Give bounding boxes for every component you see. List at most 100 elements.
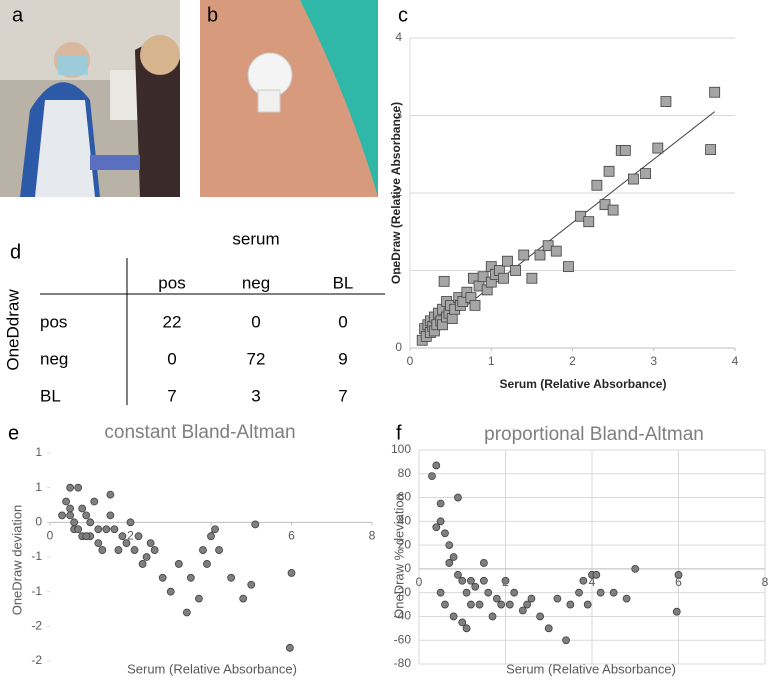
point [544,624,553,633]
y-tick-label: 4 [395,30,402,44]
point [510,265,522,276]
point [449,553,458,561]
point [432,461,441,470]
point [110,525,119,534]
contingency-table: serum OneDdraw pos neg BL [3,229,385,405]
point [592,570,601,579]
point [553,594,562,603]
chart: 0 1 2 3 4 0 1 2 3 4 Serum (Relative Absorbance) One… [389,30,738,391]
point [90,497,99,506]
point [215,546,223,554]
point [462,588,471,597]
point [436,588,445,597]
point [66,511,75,520]
point [458,618,467,627]
panel-label: e [8,422,19,444]
y-axis-label: OneDraw deviation [9,505,24,616]
y-axis-label: OneDraw (Relative Absorbance) [389,102,403,284]
point [138,560,147,568]
chart-title: constant Bland-Altman [104,422,295,443]
panel-label: b [207,4,218,26]
y-tick-label: 20 [398,537,412,551]
point [62,497,70,506]
point [479,576,488,585]
x-tick-label: 0 [47,529,54,543]
point [114,546,123,554]
y-tick-label: -40 [394,609,412,623]
point [579,576,588,585]
point [466,600,475,609]
photo-a [0,0,180,197]
y-tick-label: 0 [395,340,402,354]
table-cell: 9 [338,349,347,368]
y-tick-label: 1 [35,445,42,459]
point [247,580,256,589]
point [227,573,236,582]
chart: -80-60-40-2002040608010002468Serum (Rela… [391,424,769,676]
row-header: neg [40,349,68,368]
point [70,518,79,527]
point [591,179,603,191]
point [479,559,488,567]
y-tick-label: -1 [31,549,42,563]
point [74,483,83,492]
point [94,539,103,548]
point [469,299,481,311]
y-axis-label: OneDraw % deviation [391,493,406,619]
x-tick-label: 2 [127,529,134,543]
point [518,606,527,615]
point [438,275,450,287]
y-tick-label: 80 [398,466,412,480]
point [631,564,640,573]
point [652,142,664,154]
x-tick-label: 3 [650,354,657,368]
photo-device-tube [257,89,281,113]
photo-arm [200,0,378,197]
point [445,559,454,567]
x-tick-label: 6 [675,575,682,589]
point [484,588,493,597]
point [436,499,445,508]
y-tick-label: -60 [394,632,412,646]
y-tick-label: 0 [404,561,411,575]
point [562,636,570,645]
point [207,532,215,541]
point [536,612,544,621]
point [466,576,475,585]
point [518,249,530,261]
point [583,600,592,609]
point [174,560,183,568]
point [66,504,75,513]
column-header: BL [333,273,354,292]
point [432,523,441,532]
table-cell: 3 [251,386,260,405]
point [492,594,501,603]
point [526,272,538,284]
y-tick-label: 1 [395,263,402,277]
point [118,532,127,541]
x-tick-label: 0 [407,354,414,368]
point [106,511,115,520]
point [563,261,574,273]
point [640,168,652,180]
y-tick-label: 3 [395,108,402,122]
point [441,600,449,609]
y-tick-label: 2 [395,185,402,199]
point [74,525,83,534]
table-cell: 7 [167,386,176,405]
point [441,529,449,538]
point [475,600,484,609]
y-tick-label: -80 [394,656,412,670]
point [471,582,480,591]
y-tick-label: -2 [31,653,42,667]
column-header: pos [158,273,185,292]
point [130,546,139,554]
point [599,199,611,211]
point [142,553,151,561]
point [709,86,721,98]
y-tick-label: 40 [398,514,412,528]
point [566,600,575,609]
point [285,643,294,652]
x-tick-label: 1 [488,354,495,368]
